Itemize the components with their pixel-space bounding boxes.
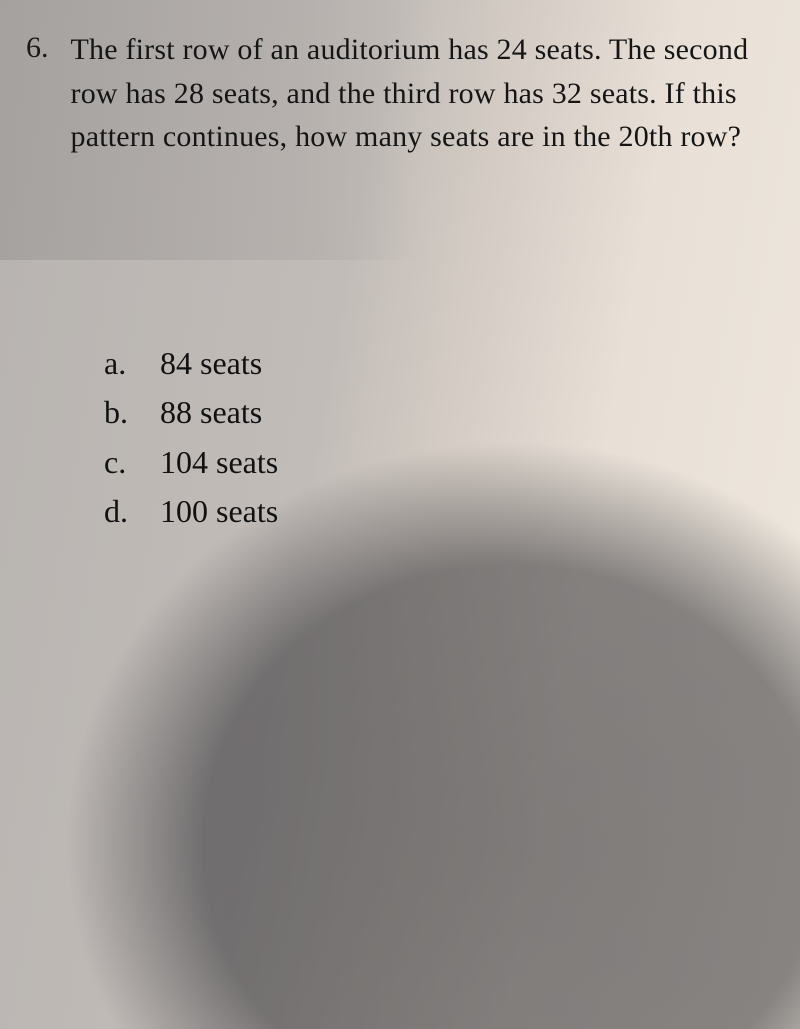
option-a: a. 84 seats xyxy=(104,339,764,389)
option-letter: d. xyxy=(104,487,160,537)
option-letter: b. xyxy=(104,388,160,438)
option-text: 84 seats xyxy=(160,339,262,389)
option-c: c. 104 seats xyxy=(104,438,764,488)
option-text: 104 seats xyxy=(160,438,278,488)
answer-options: a. 84 seats b. 88 seats c. 104 seats d. … xyxy=(104,339,764,537)
option-letter: c. xyxy=(104,438,160,488)
option-text: 88 seats xyxy=(160,388,262,438)
option-letter: a. xyxy=(104,339,160,389)
question-text: The first row of an auditorium has 24 se… xyxy=(71,28,765,159)
worksheet-page: 6. The first row of an auditorium has 24… xyxy=(0,0,800,1029)
content-area: 6. The first row of an auditorium has 24… xyxy=(0,0,800,537)
option-d: d. 100 seats xyxy=(104,487,764,537)
option-text: 100 seats xyxy=(160,487,278,537)
option-b: b. 88 seats xyxy=(104,388,764,438)
question-number: 6. xyxy=(26,28,71,69)
question-row: 6. The first row of an auditorium has 24… xyxy=(26,28,764,159)
